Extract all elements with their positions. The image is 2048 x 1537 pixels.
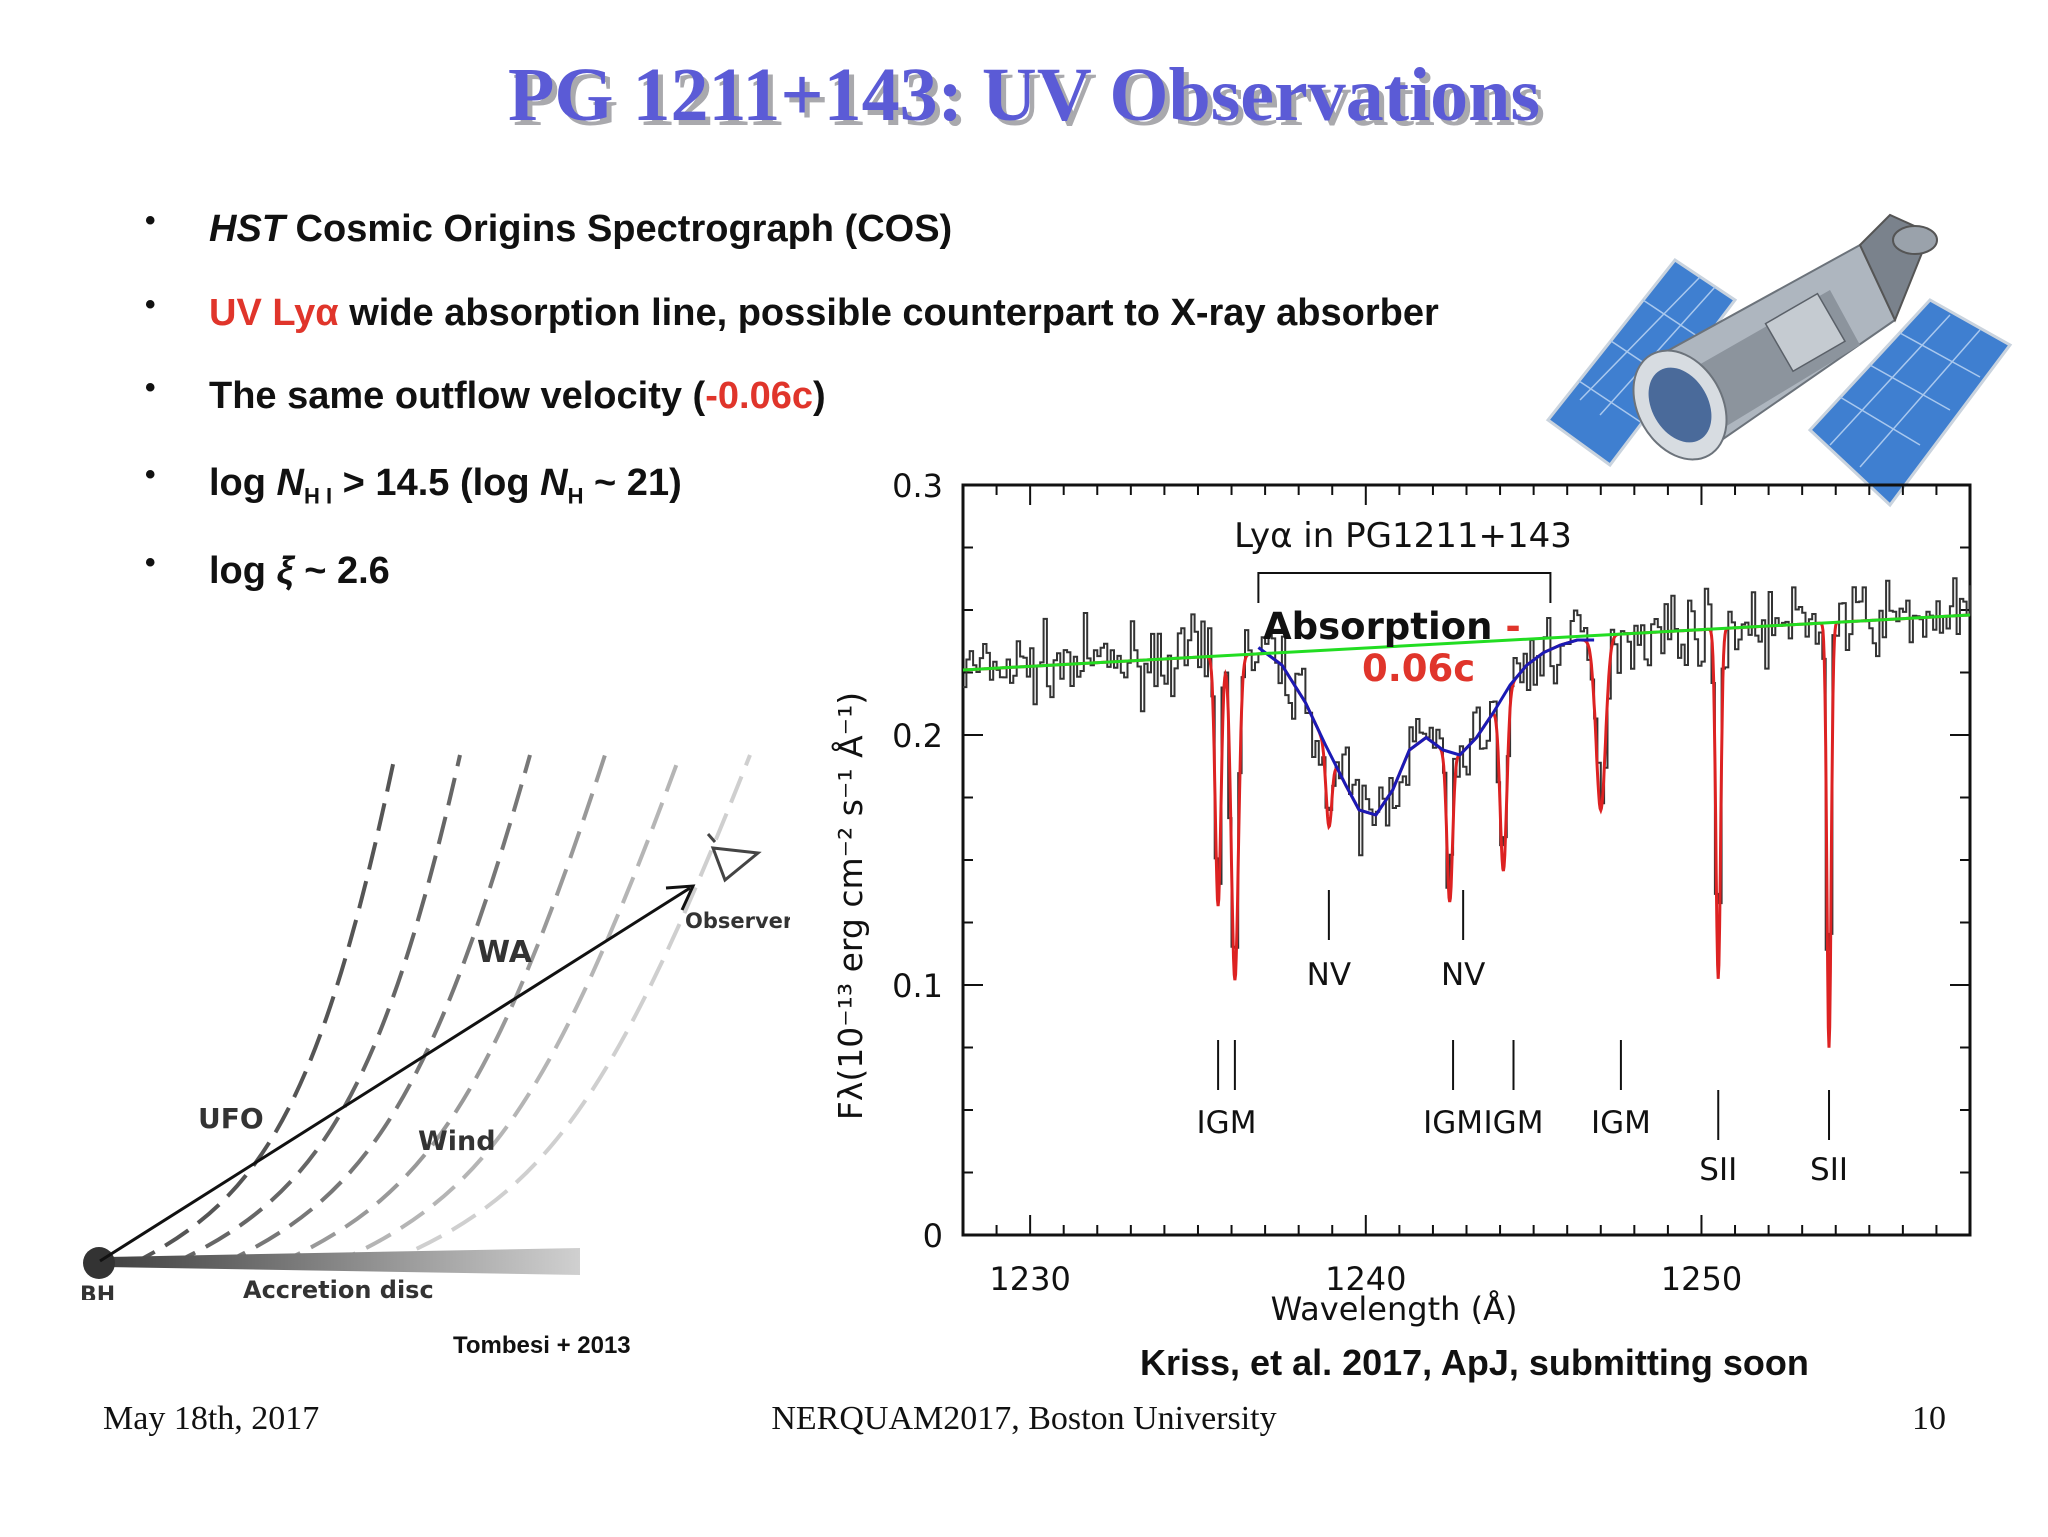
bullet-text-part: Cosmic Origins Spectrograph (COS) xyxy=(285,208,953,250)
wind-streamline-1 xyxy=(129,754,397,1267)
y-axis-label: Fλ(10⁻¹³ erg cm⁻² s⁻¹ Å⁻¹) xyxy=(830,692,870,1120)
bullet-text: UV Lyα wide absorption line, possible co… xyxy=(209,292,1439,335)
solar-panel-right xyxy=(1807,298,2013,508)
label-bh: BH xyxy=(80,1283,115,1300)
accretion-disc xyxy=(105,1248,580,1275)
bullet-marker: • xyxy=(145,371,156,404)
spectrum-credit: Kriss, et al. 2017, ApJ, submitting soon xyxy=(1140,1342,1809,1383)
hubble-telescope-illustration xyxy=(1545,213,2013,508)
bullet-text: HST Cosmic Origins Spectrograph (COS) xyxy=(209,208,952,251)
absorption-annotation: Absorption - xyxy=(1263,605,1521,648)
telescope-body xyxy=(1632,213,1938,461)
bullet-text-part: UV Lyα xyxy=(209,292,339,334)
wind-streamline-2 xyxy=(169,754,462,1267)
bullet-text: log ξ ~ 2.6 xyxy=(209,550,390,593)
bullet-text-part: ~ 21) xyxy=(583,462,682,504)
line-of-sight-arrow xyxy=(99,886,691,1263)
bullet-marker: • xyxy=(145,546,156,579)
x-tick-label: 1250 xyxy=(1661,1260,1742,1298)
wind-streamline-5 xyxy=(329,754,682,1267)
black-hole xyxy=(83,1247,115,1279)
y-tick-label: 0.1 xyxy=(892,967,943,1005)
bullet-text-part: ~ 2.6 xyxy=(293,550,390,592)
bullet-text-part: HST xyxy=(209,208,285,250)
continuum-line xyxy=(962,613,1971,672)
line-id-label: SII xyxy=(1810,1152,1848,1188)
line-id-label: NV xyxy=(1307,957,1351,993)
label-ufo: UFO xyxy=(198,1102,264,1135)
bullet-marker: • xyxy=(145,288,156,321)
bullet-text: The same outflow velocity (-0.06c) xyxy=(209,375,826,418)
y-tick-label: 0.2 xyxy=(892,717,943,755)
lya-bracket xyxy=(1257,572,1552,603)
bullet-text-part: > 14.5 (log xyxy=(332,462,541,504)
footer-date: May 18th, 2017 xyxy=(103,1400,320,1437)
label-wa: WA xyxy=(477,935,533,970)
label-wind: Wind xyxy=(418,1126,496,1157)
line-id-label: SII xyxy=(1699,1152,1737,1188)
bullet-text-part: H xyxy=(567,483,584,509)
y-tick-label: 0.3 xyxy=(892,470,943,505)
bullet-text-part: N xyxy=(276,462,304,504)
x-tick-label: 1230 xyxy=(989,1260,1070,1298)
bullet-text-part: N xyxy=(540,462,568,504)
x-axis-label: Wavelength (Å) xyxy=(1271,1290,1518,1328)
line-id-label: NV xyxy=(1441,957,1485,993)
bullet-text-part: log xyxy=(209,462,277,504)
wind-streamline-6 xyxy=(379,754,752,1267)
label-accretion-disc: Accretion disc xyxy=(243,1276,434,1300)
bullet-marker: • xyxy=(145,204,156,237)
outflow-diagram: WA UFO Wind Observer BH Accretion disc xyxy=(80,754,790,1300)
observed-spectrum-line xyxy=(963,577,1971,951)
footer-event: NERQUAM2017, Boston University xyxy=(771,1400,1277,1437)
label-observer: Observer xyxy=(685,909,790,933)
slide-title: PG 1211+143: UV Observations xyxy=(507,53,1541,137)
bullet-text-part: ξ xyxy=(276,550,294,592)
diagram-credit: Tombesi + 2013 xyxy=(453,1332,631,1359)
bullet-text-part: H I xyxy=(304,483,333,509)
line-id-label: IGM xyxy=(1591,1105,1651,1141)
wind-streamline-3 xyxy=(219,754,532,1267)
x-tick-label: 1240 xyxy=(1325,1260,1406,1298)
line-id-label: IGM xyxy=(1484,1105,1544,1141)
lya-fit-line xyxy=(1257,638,1595,817)
absorption-velocity: 0.06c xyxy=(1362,647,1475,690)
line-id-label: IGM xyxy=(1423,1105,1483,1141)
y-tick-label: 0 xyxy=(923,1217,943,1255)
line-id-label: IGM xyxy=(1197,1105,1257,1141)
bullet-text-part: The same outflow velocity ( xyxy=(209,375,706,417)
bullet-text-part: ) xyxy=(812,375,826,417)
chart-title: Lyα in PG1211+143 xyxy=(1234,516,1572,556)
bullet-text-part: -0.06c xyxy=(705,375,813,417)
wind-streamline-4 xyxy=(274,754,607,1267)
bullet-text-part: wide absorption line, possible counterpa… xyxy=(338,292,1439,334)
observer-eye-icon xyxy=(706,833,762,883)
bullet-text-part: log xyxy=(209,550,277,592)
footer-page-number: 10 xyxy=(1912,1400,1946,1437)
bullet-text: log NH I > 14.5 (log NH ~ 21) xyxy=(209,462,682,510)
arrowhead xyxy=(665,884,696,911)
bullet-marker: • xyxy=(145,458,156,491)
